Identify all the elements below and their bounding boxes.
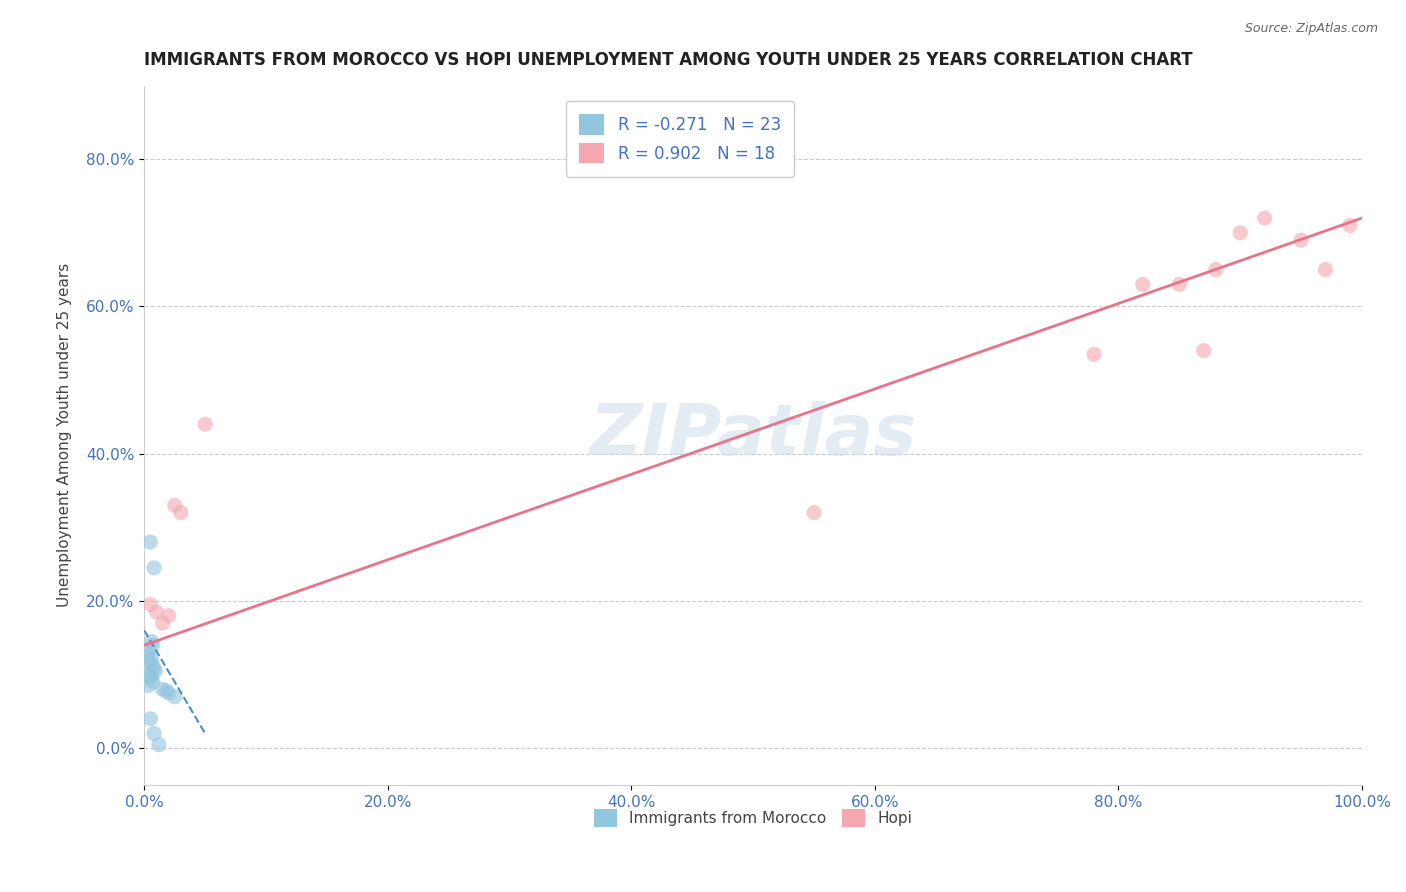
Point: [143, 561, 166, 575]
Text: ZIPatlas: ZIPatlas: [589, 401, 917, 470]
Legend: Immigrants from Morocco, Hopi: Immigrants from Morocco, Hopi: [588, 803, 918, 833]
Point: [142, 658, 165, 673]
Point: [155, 683, 177, 698]
Point: [139, 535, 162, 549]
Point: [152, 616, 174, 631]
Point: [157, 608, 180, 623]
Point: [136, 679, 159, 693]
Point: [152, 682, 174, 697]
Point: [143, 662, 166, 676]
Point: [1229, 226, 1251, 240]
Point: [163, 498, 186, 512]
Point: [139, 657, 162, 671]
Point: [1253, 211, 1275, 225]
Point: [1192, 343, 1215, 358]
Point: [142, 638, 165, 652]
Point: [141, 671, 163, 685]
Point: [136, 649, 159, 664]
Text: IMMIGRANTS FROM MOROCCO VS HOPI UNEMPLOYMENT AMONG YOUTH UNDER 25 YEARS CORRELAT: IMMIGRANTS FROM MOROCCO VS HOPI UNEMPLOY…: [145, 51, 1192, 69]
Point: [1168, 277, 1191, 292]
Point: [142, 675, 165, 690]
Point: [163, 690, 186, 704]
Point: [141, 653, 163, 667]
Point: [148, 738, 170, 752]
Point: [139, 598, 162, 612]
Point: [141, 634, 163, 648]
Point: [138, 646, 160, 660]
Point: [139, 712, 162, 726]
Point: [1315, 262, 1337, 277]
Point: [1339, 219, 1361, 233]
Point: [143, 664, 166, 678]
Point: [139, 669, 162, 683]
Point: [1205, 262, 1227, 277]
Point: [170, 506, 193, 520]
Point: [145, 605, 167, 619]
Point: [1083, 347, 1105, 361]
Point: [1132, 277, 1154, 292]
Point: [143, 726, 166, 740]
Point: [157, 686, 180, 700]
Point: [138, 667, 160, 681]
Point: [1289, 233, 1312, 247]
Point: [194, 417, 217, 432]
Text: Source: ZipAtlas.com: Source: ZipAtlas.com: [1244, 22, 1378, 36]
Y-axis label: Unemployment Among Youth under 25 years: Unemployment Among Youth under 25 years: [58, 263, 72, 607]
Point: [803, 506, 825, 520]
